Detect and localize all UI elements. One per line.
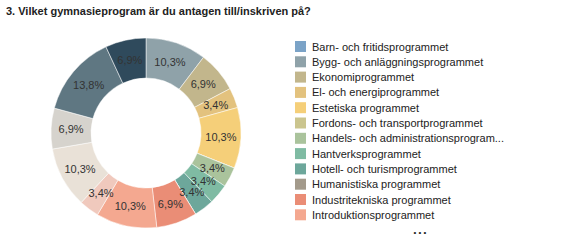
legend-entry: Introduktionsprogrammet [295, 209, 434, 221]
legend-swatch [295, 87, 306, 98]
data-label: 6,9% [117, 54, 142, 66]
legend-swatch [295, 209, 306, 220]
data-label: 3,4% [200, 162, 225, 174]
legend-label: Bygg- och anläggningsprogrammet [312, 56, 483, 68]
legend-entry: Barn- och fritidsprogrammet [295, 41, 448, 53]
data-label: 10,3% [205, 131, 236, 143]
legend-entry: Hantverksprogrammet [295, 148, 421, 160]
legend-label: Hantverksprogrammet [312, 148, 421, 160]
legend-label: Industritekniska programmet [312, 194, 451, 206]
legend-entry: El- och energiprogrammet [295, 86, 439, 98]
data-label: 6,9% [158, 198, 183, 210]
legend-swatch [295, 56, 306, 67]
legend-entry: Bygg- och anläggningsprogrammet [295, 56, 483, 68]
data-label: 10,3% [154, 56, 185, 68]
data-label: 10,3% [64, 162, 95, 174]
legend-label: Hotell- och turismprogrammet [312, 163, 457, 175]
slice [106, 38, 146, 83]
legend-label: Handels- och administrationsprogram... [312, 132, 504, 144]
data-labels: 10,3%6,9%3,4%10,3%3,4%3,4%3,4%6,9%10,3%3… [59, 54, 237, 213]
data-label: 3,4% [203, 99, 228, 111]
legend-swatch [295, 179, 306, 190]
chart: 3. Vilket gymnasieprogram är du antagen … [0, 0, 572, 240]
legend-swatch [295, 163, 306, 174]
data-label: 10,3% [115, 200, 146, 212]
legend-label: Humanistiska programmet [312, 178, 440, 190]
plot [51, 38, 241, 228]
legend-label: Ekonomiprogrammet [312, 71, 414, 83]
legend-entry: Fordons- och transportprogrammet [295, 117, 483, 129]
legend-swatch [295, 72, 306, 83]
legend-entry: Industritekniska programmet [295, 194, 451, 206]
legend-swatch [295, 102, 306, 113]
legend-entry: Estetiska programmet [295, 102, 419, 114]
legend-swatch [295, 133, 306, 144]
data-label: 3,4% [179, 186, 204, 198]
legend-swatch [295, 41, 306, 52]
legend-swatch [295, 148, 306, 159]
data-label: 6,9% [191, 78, 216, 90]
legend-label: Introduktionsprogrammet [312, 209, 434, 221]
legend-entry: Hotell- och turismprogrammet [295, 163, 457, 175]
legend-entry: Humanistiska programmet [295, 178, 440, 190]
legend-label: Fordons- och transportprogrammet [312, 117, 483, 129]
data-label: 3,4% [88, 187, 113, 199]
legend-label: Estetiska programmet [312, 102, 419, 114]
legend-swatch [295, 194, 306, 205]
legend-more: • • • [414, 228, 427, 237]
legend-label: El- och energiprogrammet [312, 86, 439, 98]
data-label: 13,8% [73, 79, 104, 91]
legend: Barn- och fritidsprogrammet Bygg- och anl… [295, 41, 504, 237]
legend-entry: Handels- och administrationsprogram... [295, 132, 504, 144]
legend-entry: Ekonomiprogrammet [295, 71, 414, 83]
data-label: 6,9% [59, 123, 84, 135]
legend-swatch [295, 118, 306, 129]
legend-label: Barn- och fritidsprogrammet [312, 41, 448, 53]
title: 3. Vilket gymnasieprogram är du antagen … [6, 5, 311, 17]
